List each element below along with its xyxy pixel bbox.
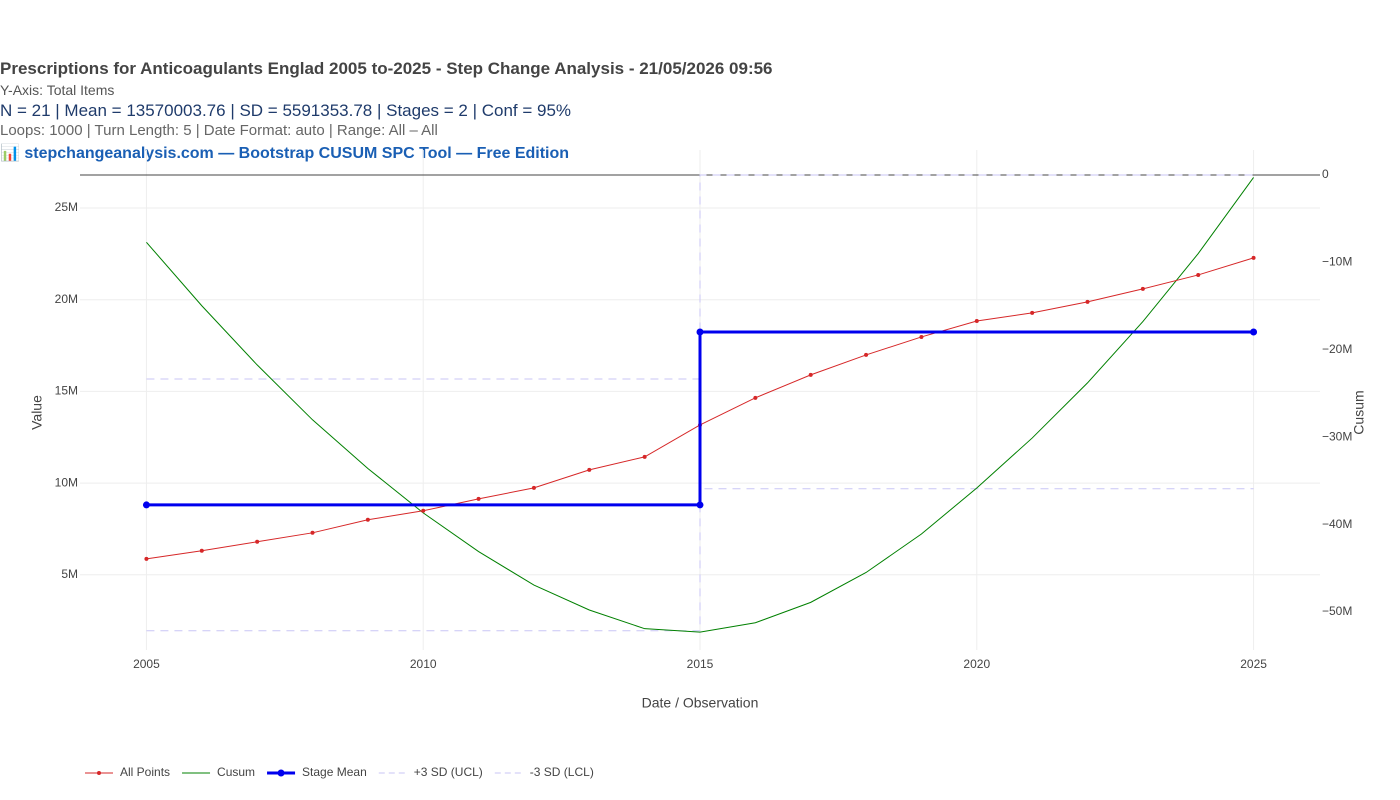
point xyxy=(698,422,702,427)
point xyxy=(365,517,370,522)
stats: N = 21 | Mean = 13570003.76 | SD = 55913… xyxy=(0,101,572,120)
y-tick-label: 5M xyxy=(61,567,78,581)
point xyxy=(255,539,260,544)
x-tick-label: 2010 xyxy=(410,657,437,671)
point xyxy=(642,454,647,459)
point xyxy=(696,501,704,509)
point xyxy=(421,508,426,513)
link[interactable]: 📊 stepchangeanalysis.com — Bootstrap CUS… xyxy=(0,145,570,162)
point xyxy=(1140,286,1145,291)
chart-title: Prescriptions for Anticoagulants Englad … xyxy=(0,59,773,78)
point xyxy=(864,352,869,357)
point xyxy=(476,496,481,501)
x-tick-label: 2015 xyxy=(687,657,714,671)
point xyxy=(696,328,704,336)
y2-axis-title: Cusum xyxy=(1351,390,1367,434)
settings: Loops: 1000 | Turn Length: 5 | Date Form… xyxy=(0,122,438,139)
series-line xyxy=(146,330,1254,507)
y-tick-label: 15M xyxy=(55,384,78,398)
point xyxy=(310,530,315,535)
y-axis-note: Y-Axis: Total Items xyxy=(0,82,115,98)
x-tick-label: 2005 xyxy=(133,657,160,671)
point xyxy=(974,318,979,323)
point xyxy=(808,372,813,377)
legend-label: -3 SD (LCL) xyxy=(530,765,594,779)
legend-label: +3 SD (UCL) xyxy=(414,765,483,779)
y2-tick-label: 0 xyxy=(1322,167,1329,181)
point xyxy=(1250,328,1258,336)
point xyxy=(1085,299,1090,304)
y2-tick-label: −10M xyxy=(1322,255,1352,269)
series-line xyxy=(146,174,1254,380)
point xyxy=(1251,255,1256,260)
y-tick-label: 20M xyxy=(55,292,78,306)
legend-label: Stage Mean xyxy=(302,765,367,779)
legend-label: All Points xyxy=(120,765,170,779)
point xyxy=(587,467,592,472)
y2-tick-label: −40M xyxy=(1322,517,1352,531)
point xyxy=(753,395,758,400)
y2-tick-label: −50M xyxy=(1322,604,1352,618)
series-line xyxy=(146,177,1254,633)
legend-swatch-marker xyxy=(277,769,285,777)
legend-swatch-marker xyxy=(97,771,101,775)
x-axis-title: Date / Observation xyxy=(642,695,759,711)
series-line xyxy=(146,257,1254,560)
y-axis-title: Value xyxy=(29,395,45,430)
y-tick-label: 25M xyxy=(55,200,78,214)
y2-tick-label: −30M xyxy=(1322,429,1352,443)
point xyxy=(144,556,149,561)
y-tick-label: 10M xyxy=(55,475,78,489)
point xyxy=(919,334,924,339)
point xyxy=(531,485,536,490)
point xyxy=(142,501,150,509)
point xyxy=(199,548,204,553)
x-tick-label: 2020 xyxy=(963,657,990,671)
point xyxy=(1196,272,1201,277)
legend-label: Cusum xyxy=(217,765,255,779)
series-line xyxy=(146,488,1254,632)
point xyxy=(1030,310,1035,315)
y2-tick-label: −20M xyxy=(1322,342,1352,356)
x-tick-label: 2025 xyxy=(1240,657,1267,671)
